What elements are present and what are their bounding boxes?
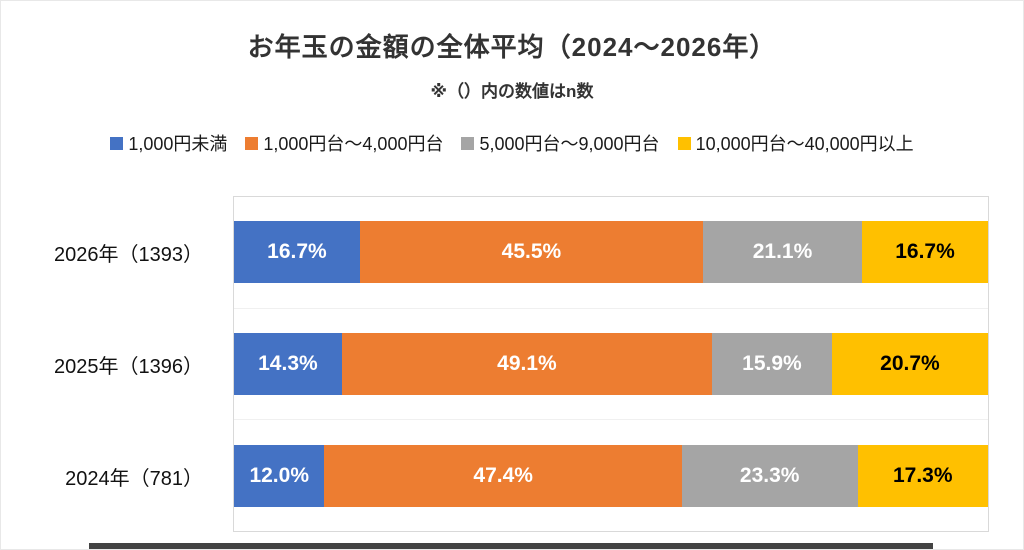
bar-row: 12.0% 47.4% 23.3% 17.3%: [234, 419, 988, 531]
bar-segment: 12.0%: [234, 444, 325, 507]
legend-label: 1,000円台〜4,000円台: [263, 134, 444, 154]
legend-swatch-icon: [245, 136, 259, 150]
segment-value-label: 17.3%: [892, 463, 953, 487]
category-labels: 2026年（1393） 2025年（1396） 2024年（781）: [1, 196, 233, 532]
bar-segment: 49.1%: [341, 333, 713, 395]
category-label: 2026年（1393）: [54, 243, 203, 266]
legend-swatch-icon: [461, 136, 475, 150]
segment-value-label: 16.7%: [895, 240, 955, 264]
legend-label: 10,000円台〜40,000円以上: [695, 134, 914, 154]
bar-segment: 47.4%: [324, 444, 682, 507]
segment-value-label: 21.1%: [752, 240, 813, 264]
segment-value-label: 12.0%: [249, 463, 309, 487]
category-label: 2024年（781）: [65, 467, 203, 490]
segment-value-label: 14.3%: [258, 352, 318, 375]
bar-segment: 15.9%: [712, 333, 832, 395]
bar-segment: 16.7%: [862, 221, 988, 284]
chart-subtitle: ※（）内の数値はn数: [430, 82, 594, 101]
plot-area: 16.7% 45.5% 21.1% 16.7% 14.3% 49.1% 15.9% 20.7%…: [233, 196, 989, 532]
segment-value-label: 47.4%: [473, 463, 533, 487]
bar-segment: 14.3%: [234, 333, 342, 395]
bar-row: 16.7% 45.5% 21.1% 16.7%: [234, 197, 988, 308]
segment-value-label: 15.9%: [742, 352, 802, 375]
bar-segment: 21.1%: [702, 221, 863, 284]
legend-label: 1,000円未満: [128, 134, 228, 154]
legend: 1,000円未満 1,000円台〜4,000円台 5,000円台〜9,000円台 10…: [1, 130, 1023, 156]
segment-value-label: 16.7%: [267, 240, 327, 264]
segment-value-label: 20.7%: [880, 352, 940, 375]
stacked-bar: 16.7% 45.5% 21.1% 16.7%: [234, 221, 988, 284]
bar-segment: 45.5%: [359, 221, 703, 284]
chart-title: お年玉の金額の全体平均（2024〜2026年）: [247, 32, 777, 62]
category-label: 2025年（1396）: [54, 355, 203, 378]
legend-item: 5,000円台〜9,000円台: [461, 130, 660, 156]
legend-label: 5,000円台〜9,000円台: [479, 134, 660, 154]
legend-swatch-icon: [677, 136, 691, 150]
segment-value-label: 49.1%: [497, 352, 557, 375]
bar-segment: 17.3%: [857, 444, 988, 507]
bottom-edge-bar: [89, 543, 933, 549]
bar-row: 14.3% 49.1% 15.9% 20.7%: [234, 307, 988, 420]
legend-item: 1,000円未満: [110, 130, 227, 156]
legend-item: 1,000円台〜4,000円台: [245, 130, 443, 156]
stacked-bar: 12.0% 47.4% 23.3% 17.3%: [234, 444, 988, 507]
chart-area: 2026年（1393） 2025年（1396） 2024年（781） 16.7% 45…: [1, 196, 989, 532]
segment-value-label: 45.5%: [501, 240, 562, 264]
bar-segment: 20.7%: [831, 333, 988, 395]
legend-swatch-icon: [110, 136, 124, 150]
segment-value-label: 23.3%: [739, 463, 800, 487]
stacked-bar: 14.3% 49.1% 15.9% 20.7%: [234, 333, 988, 395]
bar-segment: 23.3%: [681, 444, 858, 507]
legend-item: 10,000円台〜40,000円以上: [677, 130, 914, 156]
bar-segment: 16.7%: [234, 221, 360, 284]
